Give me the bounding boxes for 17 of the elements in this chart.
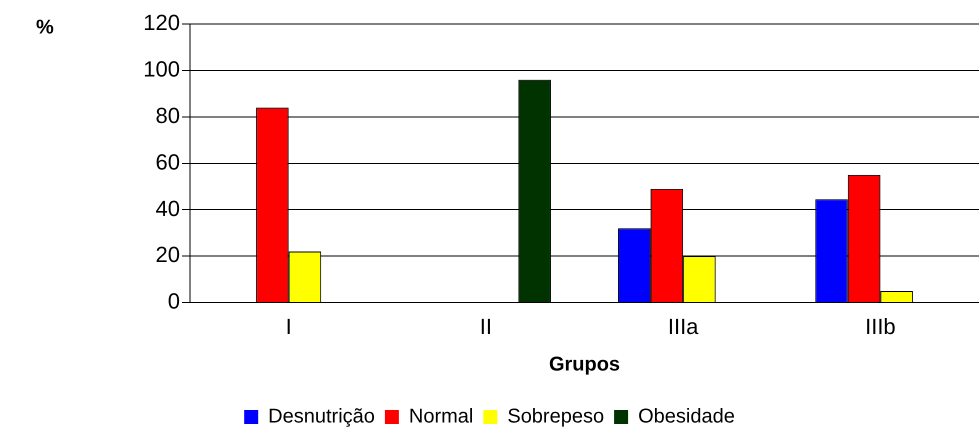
x-axis-title: Grupos <box>548 354 620 376</box>
y-tick-label: 0 <box>168 288 180 314</box>
y-tick-label: 100 <box>143 56 180 82</box>
x-tick-label: I <box>286 314 292 339</box>
y-tick-label: 60 <box>156 149 180 174</box>
y-tick-label: 40 <box>156 196 180 221</box>
x-tick-label: II <box>480 314 492 339</box>
y-axis-title: % <box>36 16 54 39</box>
legend-label: Obesidade <box>638 406 735 428</box>
y-tick-label: 80 <box>156 102 180 128</box>
y-tick-label: 120 <box>143 10 180 36</box>
y-tick-label: 20 <box>156 242 180 268</box>
legend-label: Normal <box>408 406 474 428</box>
legend-label: Desnutrição <box>268 406 375 428</box>
x-tick-label: IIIb <box>865 314 896 339</box>
x-tick-label: IIIa <box>668 314 700 339</box>
legend-label: Sobrepeso <box>507 406 604 428</box>
